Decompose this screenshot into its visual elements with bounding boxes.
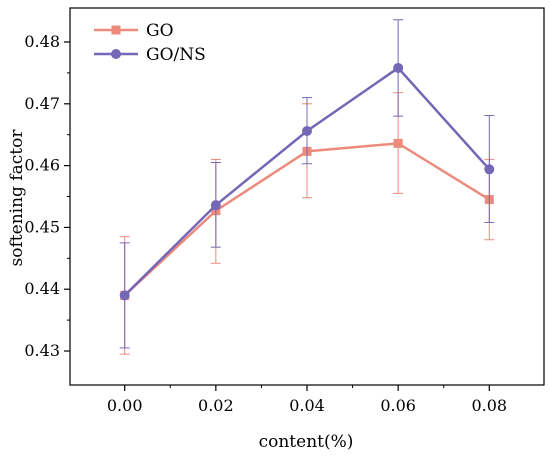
data-point-circle — [302, 125, 312, 136]
y-tick-label: 0.45 — [24, 217, 60, 236]
y-tick-label: 0.47 — [24, 94, 60, 113]
legend-marker-circle — [111, 49, 121, 59]
data-point-circle — [484, 164, 495, 175]
x-tick-label: 0.06 — [380, 396, 416, 415]
x-axis-title: content(%) — [259, 432, 354, 452]
legend-marker-square — [111, 25, 121, 35]
y-tick-label: 0.43 — [24, 341, 60, 360]
x-tick-label: 0.08 — [471, 396, 507, 415]
data-point-circle — [210, 200, 221, 211]
legend-label: GO/NS — [146, 45, 206, 65]
data-point-circle — [393, 62, 404, 73]
y-tick-label: 0.48 — [24, 32, 60, 51]
x-tick-label: 0.02 — [198, 396, 234, 415]
legend-label: GO — [146, 21, 174, 41]
y-tick-label: 0.44 — [24, 279, 60, 298]
data-point-square — [393, 138, 403, 148]
y-axis-title: softening factor — [7, 129, 27, 267]
y-tick-label: 0.46 — [24, 156, 60, 175]
data-point-circle — [119, 290, 130, 301]
x-tick-label: 0.00 — [107, 396, 143, 415]
x-tick-label: 0.04 — [289, 396, 325, 415]
